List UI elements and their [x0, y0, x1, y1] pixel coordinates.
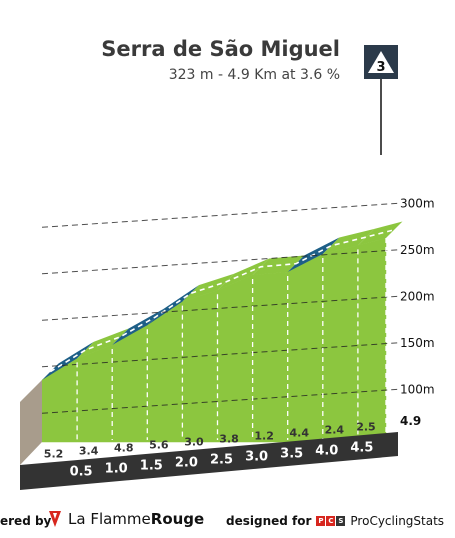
- profile-face-5: [217, 274, 253, 443]
- brand-prefix: La Flamme: [68, 510, 151, 528]
- pcs-letter-c: C: [326, 516, 336, 526]
- km-tick-label-1: 1.0: [105, 462, 128, 477]
- profile-face-3: [147, 301, 183, 443]
- elevation-tick-label-4: 300m: [400, 196, 435, 210]
- category-badge: 3: [364, 45, 398, 79]
- gradient-label-7: 4.4: [290, 426, 310, 439]
- climb-stats: 323 m - 4.9 Km at 3.6 %: [169, 67, 340, 83]
- profile-start-wall: [20, 380, 42, 465]
- km-tick-label-0: 0.5: [70, 465, 93, 480]
- climb-title: Serra de São Miguel: [101, 37, 340, 61]
- profile-top-strip-8: [322, 228, 375, 254]
- km-tick-label-3: 2.0: [175, 456, 198, 471]
- gradient-label-2: 4.8: [114, 442, 134, 455]
- gradient-label-1: 3.4: [79, 445, 99, 458]
- profile-face-8: [322, 245, 359, 443]
- profile-face-4: [182, 289, 218, 443]
- km-tick-label-5: 3.0: [245, 450, 268, 465]
- lafflammerouge-logo[interactable]: La FlammeRouge: [48, 510, 204, 528]
- gradient-label-4: 3.0: [184, 436, 204, 449]
- km-tick-label-8: 4.5: [350, 441, 373, 456]
- profile-top-strip-4: [182, 273, 234, 302]
- profile-top-strip-1: [77, 328, 129, 359]
- pcs-letter-s: S: [336, 516, 346, 526]
- profile-top-strip-2: [112, 308, 164, 346]
- profile-top-strip-3: [147, 285, 199, 326]
- gradient-label-6: 1.2: [254, 429, 274, 442]
- powered-by-text: ered by: [0, 514, 52, 528]
- gradient-label-5: 3.8: [219, 433, 239, 446]
- designed-for-text: designed for: [226, 514, 312, 528]
- km-tick-label-7: 4.0: [315, 444, 338, 459]
- profile-face-7: [287, 253, 324, 443]
- gradient-label-9: 2.5: [356, 421, 376, 434]
- brand-suffix: Rouge: [150, 510, 205, 528]
- km-tick-label-2: 1.5: [140, 459, 163, 474]
- flame-shield-icon: [49, 511, 61, 527]
- gradient-label-0: 5.2: [44, 448, 64, 461]
- profile-center-line: [49, 229, 395, 373]
- gradient-label-8: 2.4: [325, 423, 345, 436]
- km-tick-label-4: 2.5: [210, 453, 233, 468]
- elevation-tick-label-2: 200m: [400, 289, 435, 303]
- elevation-gridline-4: [41, 202, 399, 228]
- profile-face-1: [76, 344, 113, 443]
- pcs-name[interactable]: ProCyclingStats: [350, 514, 445, 528]
- profile-face-0: [41, 357, 78, 443]
- gradient-label-3: 5.6: [149, 439, 169, 452]
- designed-for: designed for P C S ProCyclingStats: [226, 514, 444, 528]
- elevation-tick-label-3: 250m: [400, 243, 435, 257]
- category-badge-triangle: [368, 51, 394, 73]
- elevation-tick-label-1: 150m: [400, 336, 435, 350]
- pcs-letter-p: P: [316, 516, 326, 526]
- profile-face-9: [357, 237, 387, 443]
- base-band: [20, 432, 398, 490]
- end-distance-label: 4.9: [400, 414, 421, 428]
- km-tick-label-6: 3.5: [280, 447, 303, 462]
- category-number: 3: [376, 60, 385, 75]
- elevation-tick-label-0: 100m: [400, 382, 435, 396]
- profile-plot: 100m 150m 200m 250m 300m 5.2 3.4 4.8 5.6 3.0 3.8 1.…: [20, 196, 435, 490]
- brand-name: La FlammeRouge: [68, 510, 204, 528]
- profile-face-2: [111, 324, 148, 443]
- profile-face-6: [252, 271, 288, 443]
- footer: ered by La FlammeRouge designed for P C …: [0, 508, 455, 536]
- pcs-logo-icon: P C S: [316, 516, 346, 526]
